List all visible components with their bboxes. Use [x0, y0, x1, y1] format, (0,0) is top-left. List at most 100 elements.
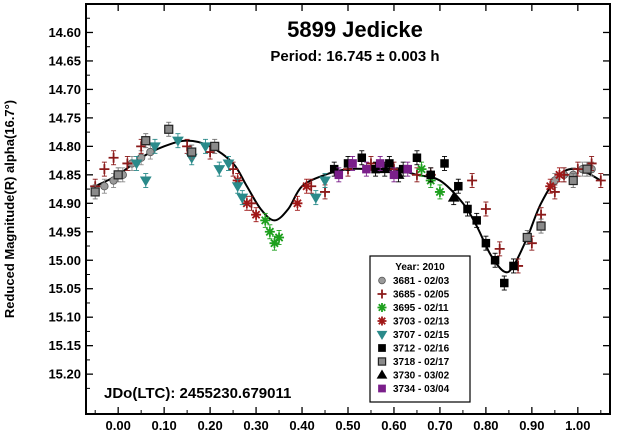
x-tick-label-1: 0.10	[151, 418, 176, 433]
point-1-26	[595, 173, 606, 188]
point-5-7	[426, 167, 435, 183]
data-points	[90, 121, 606, 291]
point-0-0	[100, 178, 109, 194]
y-tick-label-8: 15.00	[48, 253, 81, 268]
legend-entry-2: 3695 - 02/11	[377, 303, 449, 314]
point-3-6	[554, 167, 565, 183]
legend-entry-4: 3707 - 02/15	[376, 330, 450, 341]
legend-title: Year: 2010	[395, 262, 445, 273]
legend: Year: 2010 3681 - 02/03 3685 - 02/05 3695 …	[369, 255, 471, 403]
point-6-7	[536, 218, 546, 234]
point-2-6	[434, 184, 445, 200]
legend-marker-8	[378, 384, 386, 393]
point-6-4	[187, 144, 197, 160]
point-1-14	[411, 167, 422, 183]
point-5-6	[412, 150, 422, 166]
point-1-3	[122, 155, 133, 171]
point-8-2	[362, 161, 371, 177]
epoch-annotation: JDo(LTC): 2455230.679011	[104, 385, 291, 402]
point-1-7	[228, 161, 239, 177]
point-5-13	[490, 252, 500, 268]
legend-label-2: 3695 - 02/11	[393, 303, 449, 314]
legend-entry-1: 3685 - 02/05	[377, 289, 450, 301]
y-tick-label-11: 15.15	[48, 338, 81, 353]
legend-entry-8: 3734 - 03/04	[378, 384, 450, 395]
x-tick-label-2: 0.20	[197, 418, 222, 433]
legend-label-5: 3712 - 02/16	[393, 344, 450, 355]
y-axis: 14.60 14.65 14.70 14.75 14.80 14.85 14.90 14.95…	[48, 17, 610, 389]
x-axis: 0.00 0.10 0.20 0.30 0.40 0.50 0.60 0.70 0.80 0.90…	[94, 4, 602, 433]
x-tick-label-3: 0.30	[243, 418, 268, 433]
legend-entry-0: 3681 - 02/03	[378, 276, 450, 287]
y-tick-label-0: 14.60	[48, 25, 81, 40]
fit-curve	[94, 139, 602, 274]
point-5-10	[463, 201, 472, 217]
legend-items: 3681 - 02/03 3685 - 02/05 3695 - 02/11 3703…	[376, 276, 450, 395]
legend-label-7: 3730 - 03/02	[393, 371, 450, 382]
legend-marker-4	[376, 330, 388, 340]
x-tick-label-10: 1.00	[565, 418, 590, 433]
point-6-5	[210, 138, 220, 154]
legend-marker-2	[377, 303, 387, 312]
point-1-2	[108, 150, 119, 166]
point-6-3	[164, 121, 174, 137]
point-5-12	[481, 235, 491, 251]
legend-entry-6: 3718 - 02/17	[377, 357, 450, 368]
point-4-1	[139, 173, 152, 188]
y-tick-label-3: 14.75	[48, 110, 81, 125]
point-4-9	[236, 190, 249, 206]
point-1-1	[99, 161, 110, 177]
y-tick-label-9: 15.05	[48, 281, 81, 296]
point-4-11	[319, 173, 331, 188]
legend-marker-5	[378, 344, 386, 352]
legend-entry-3: 3703 - 02/13	[377, 316, 450, 328]
legend-marker-6	[377, 357, 387, 366]
point-2-2	[269, 235, 280, 251]
x-tick-label-8: 0.80	[473, 418, 498, 433]
y-tick-label-4: 14.80	[48, 139, 81, 154]
point-6-2	[141, 133, 151, 149]
point-4-0	[130, 155, 143, 171]
point-5-8	[440, 155, 449, 171]
legend-marker-0	[378, 276, 386, 285]
y-tick-label-10: 15.10	[48, 310, 81, 325]
y-tick-label-7: 14.95	[48, 224, 81, 239]
point-5-2	[357, 150, 367, 166]
point-8-0	[334, 167, 344, 183]
point-5-1	[343, 155, 353, 171]
y-tick-label-2: 14.70	[48, 82, 81, 97]
legend-label-4: 3707 - 02/15	[393, 330, 450, 341]
point-6-8	[568, 173, 578, 188]
point-7-2	[447, 190, 460, 206]
point-1-24	[572, 161, 583, 177]
legend-label-0: 3681 - 02/03	[393, 276, 450, 287]
legend-entry-7: 3730 - 03/02	[376, 369, 450, 382]
y-tick-label-12: 15.20	[48, 367, 81, 382]
x-tick-label-7: 0.70	[427, 418, 452, 433]
point-4-3	[172, 133, 184, 149]
x-tick-label-0: 0.00	[106, 418, 131, 433]
point-1-18	[494, 241, 505, 257]
point-8-3	[375, 155, 385, 171]
y-tick-label-5: 14.85	[48, 167, 81, 182]
fit-curve-group	[94, 139, 602, 274]
x-tick-label-6: 0.60	[381, 418, 406, 433]
legend-marker-7	[376, 369, 388, 379]
point-6-1	[113, 167, 123, 183]
point-1-16	[467, 173, 478, 188]
legend-entry-5: 3712 - 02/16	[378, 344, 450, 355]
legend-label-6: 3718 - 02/17	[393, 357, 450, 368]
point-4-2	[149, 138, 161, 154]
point-5-9	[454, 178, 463, 194]
y-tick-label-1: 14.65	[48, 53, 81, 68]
point-1-17	[480, 201, 491, 217]
point-4-7	[222, 155, 235, 171]
chart-subtitle: Period: 16.745 ± 0.003 h	[270, 48, 439, 65]
point-0-5	[146, 144, 155, 160]
point-5-11	[472, 212, 481, 228]
x-tick-label-5: 0.50	[335, 418, 360, 433]
point-8-5	[403, 161, 413, 177]
point-6-0	[90, 184, 100, 200]
legend-marker-3	[377, 316, 387, 326]
point-5-3	[371, 161, 380, 177]
